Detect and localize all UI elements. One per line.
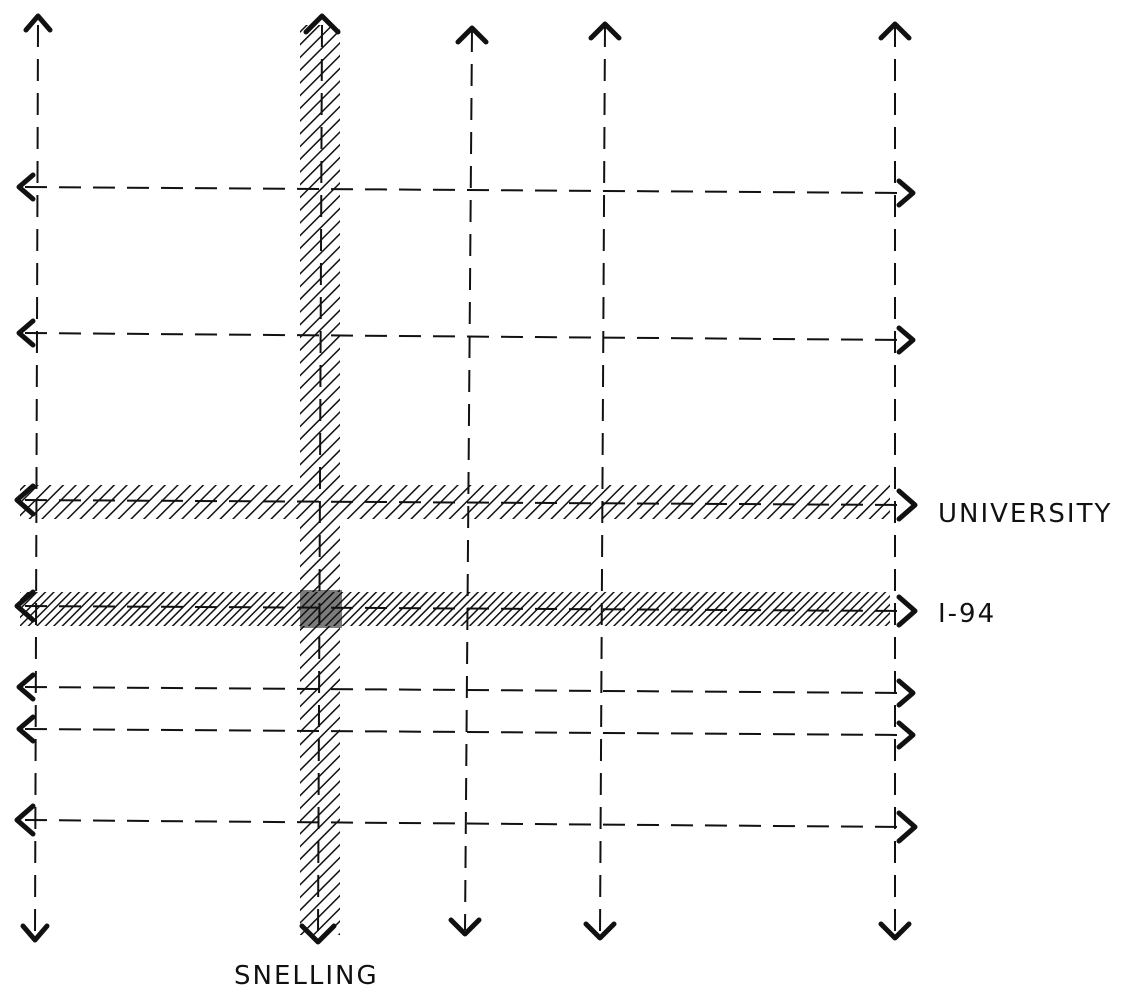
arrow-left-icon [16, 714, 36, 744]
street-line-v4 [599, 24, 606, 936]
arrow-down-icon [583, 921, 617, 941]
arrow-up-icon [303, 13, 341, 35]
label-i94: I-94 [938, 599, 996, 629]
arrow-right-icon [896, 678, 916, 708]
label-university: UNIVERSITY [938, 499, 1112, 529]
street-line-snelling [317, 24, 323, 936]
arrow-left-icon [16, 672, 36, 702]
arrow-right-icon [896, 488, 918, 522]
arrow-up-icon [23, 13, 53, 33]
street-labels: UNIVERSITY I-94 SNELLING [234, 499, 1112, 991]
arrow-right-icon [896, 810, 918, 844]
arrow-up-icon [878, 21, 912, 41]
university-avenue-band [20, 485, 890, 519]
snelling-i94-interchange [300, 590, 342, 628]
street-line-h6 [24, 728, 906, 736]
street-line-v1 [34, 24, 39, 936]
arrow-up-icon [455, 25, 489, 45]
street-line-h7 [24, 819, 906, 828]
vertical-street-lines [34, 24, 896, 936]
arrow-down-icon [448, 917, 482, 937]
label-snelling: SNELLING [234, 961, 379, 991]
arrow-right-icon [896, 325, 916, 355]
street-line-university [24, 499, 906, 506]
arrow-left-icon [14, 483, 36, 517]
arrow-right-icon [896, 178, 916, 208]
arrow-left-icon [16, 172, 36, 202]
arrow-right-icon [896, 594, 918, 628]
arrow-left-icon [14, 803, 36, 837]
street-line-h5 [24, 686, 906, 694]
major-street-bands [20, 25, 890, 935]
arrow-down-icon [299, 923, 337, 945]
arrow-up-icon [588, 21, 622, 41]
horizontal-street-lines [24, 186, 906, 828]
arrow-down-icon [20, 923, 50, 943]
street-line-h1 [24, 186, 906, 194]
arrow-right-icon [896, 720, 916, 750]
street-line-i94 [24, 605, 906, 612]
street-line-h2 [24, 332, 906, 341]
i94-band [20, 592, 890, 626]
arrow-left-icon [16, 318, 36, 348]
arrow-down-icon [878, 921, 912, 941]
arrow-left-icon [14, 589, 36, 623]
street-line-v3 [464, 29, 473, 931]
arrowheads [14, 13, 918, 945]
